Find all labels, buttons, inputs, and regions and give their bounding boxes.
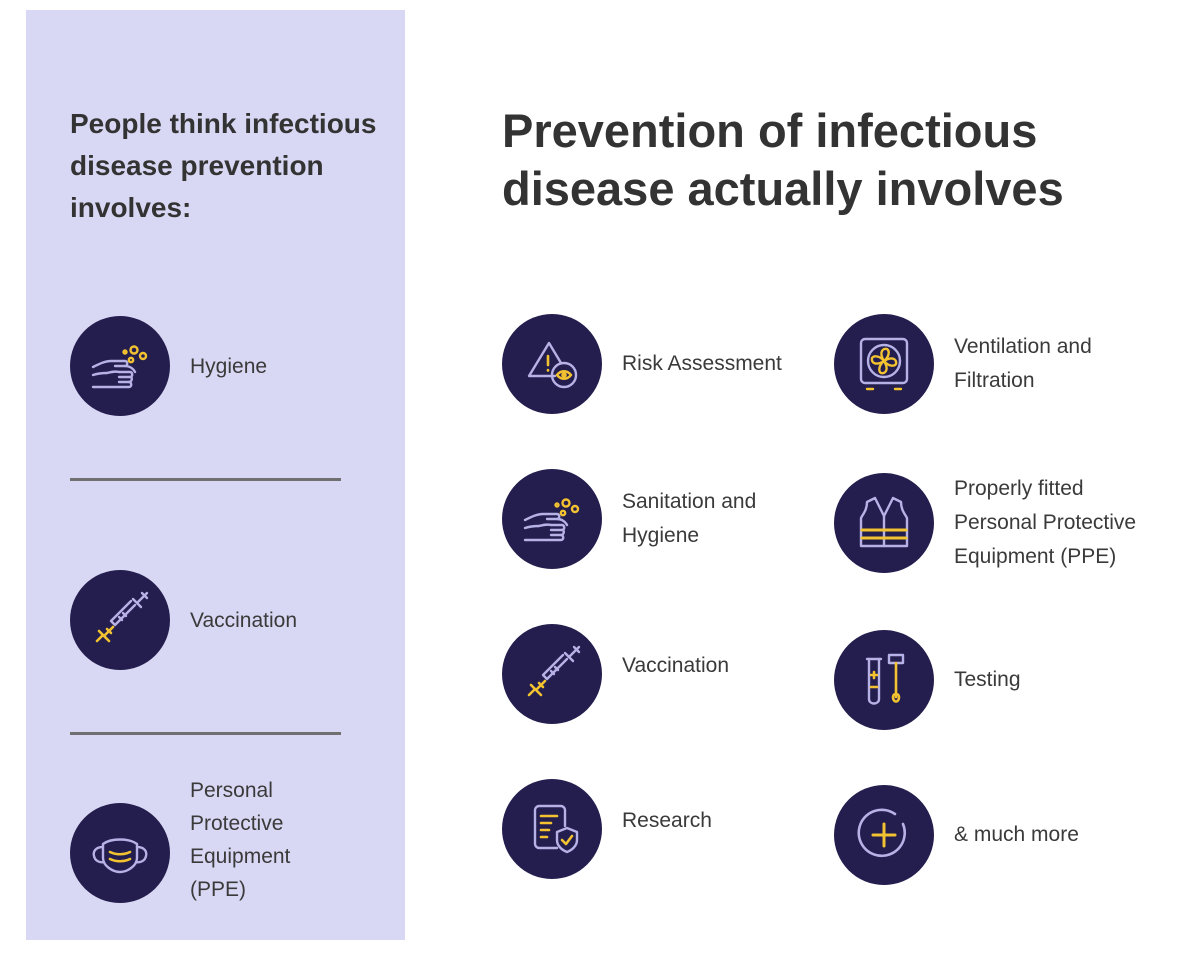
divider [70, 478, 341, 481]
left-item-label: Hygiene [190, 354, 268, 378]
item-risk-assessment: Risk Assessment [502, 314, 822, 414]
left-item-vaccination: Vaccination [70, 570, 297, 670]
item-label: Vaccination [622, 654, 730, 677]
right-heading: Prevention of infectious disease actuall… [502, 104, 1064, 215]
item-label: Properly fitted Personal Protective Equi… [954, 477, 1137, 568]
item-label: Testing [954, 668, 1021, 691]
item-testing: Testing [834, 630, 1154, 730]
divider [70, 732, 341, 735]
left-heading: People think infectious disease preventi… [70, 108, 377, 223]
hands-washing-icon [502, 469, 602, 569]
item-ppe: Properly fitted Personal Protective Equi… [834, 472, 1154, 574]
plus-circle-icon [834, 785, 934, 885]
syringe-icon [70, 570, 170, 670]
item-label: Ventilation and Filtration [954, 335, 1092, 392]
left-item-label: Personal Protective Equipment (PPE) [190, 779, 291, 901]
left-item-ppe: Personal Protective Equipment (PPE) [70, 774, 320, 906]
left-panel [26, 10, 405, 940]
left-item-hygiene: Hygiene [70, 316, 267, 416]
item-vaccination: Vaccination [502, 624, 822, 724]
hands-washing-icon [70, 316, 170, 416]
left-item-label: Vaccination [190, 608, 298, 632]
item-label: Sanitation and Hygiene [622, 490, 757, 547]
test-tube-swab-icon [834, 630, 934, 730]
item-ventilation: Ventilation and Filtration [834, 314, 1154, 414]
fan-icon [834, 314, 934, 414]
item-label: Risk Assessment [622, 352, 782, 375]
item-research: Research [502, 779, 822, 879]
safety-vest-icon [834, 473, 934, 573]
warning-eye-icon [502, 314, 602, 414]
item-more: & much more [834, 785, 1154, 885]
item-label: Research [622, 809, 712, 832]
item-sanitation: Sanitation and Hygiene [502, 469, 822, 569]
item-label: & much more [954, 823, 1079, 846]
face-mask-icon [70, 803, 170, 903]
syringe-icon [502, 624, 602, 724]
document-shield-icon [502, 779, 602, 879]
